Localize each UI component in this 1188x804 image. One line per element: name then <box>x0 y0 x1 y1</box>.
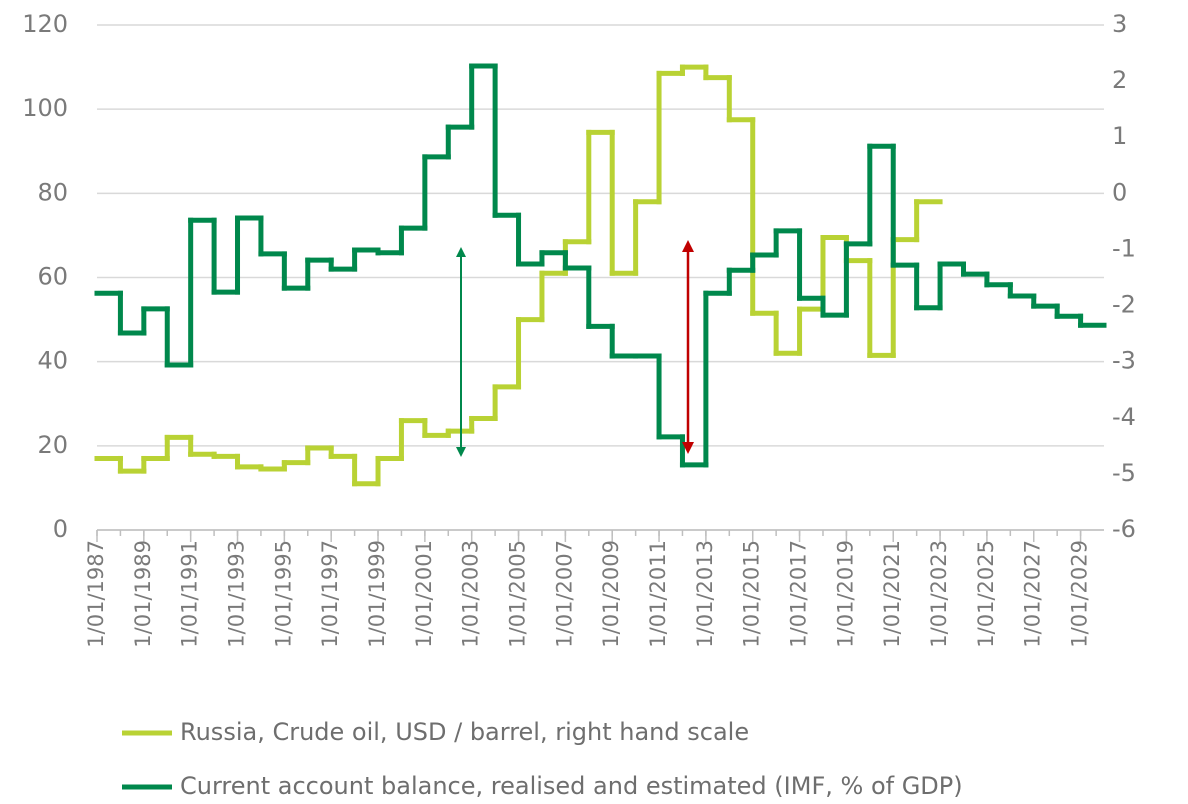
y-tick-label: 20 <box>37 431 68 459</box>
x-tick-label: 1/01/2015 <box>740 540 764 648</box>
y-tick-label: 120 <box>22 10 68 38</box>
y2-tick-label: 1 <box>1112 122 1127 150</box>
x-tick-label: 1/01/2027 <box>1021 540 1045 648</box>
x-tick-label: 1/01/2021 <box>880 540 904 648</box>
x-tick-label: 1/01/2025 <box>974 540 998 648</box>
plot <box>94 63 1107 487</box>
y2-tick-label: -4 <box>1112 403 1136 431</box>
x-tick-label: 1/01/2023 <box>927 540 951 648</box>
y-tick-label: 40 <box>37 347 68 375</box>
y2-tick-label: -2 <box>1112 291 1136 319</box>
y2-tick-label: -5 <box>1112 459 1136 487</box>
x-tick-label: 1/01/2007 <box>552 540 576 648</box>
y2-tick-label: -3 <box>1112 347 1136 375</box>
x-tick-label: 1/01/2003 <box>459 540 483 648</box>
x-tick-label: 1/01/2005 <box>506 540 530 648</box>
x-tick-label: 1/01/2009 <box>599 540 623 648</box>
x-tick-label: 1/01/1991 <box>178 540 202 648</box>
x-tick-label: 1/01/1995 <box>271 540 295 648</box>
x-tick-label: 1/01/2013 <box>693 540 717 648</box>
grid <box>96 24 1104 542</box>
x-tick-label: 1/01/1993 <box>225 540 249 648</box>
y2-tick-label: -6 <box>1112 515 1136 543</box>
x-tick-label: 1/01/1987 <box>84 540 108 648</box>
legend-label: Russia, Crude oil, USD / barrel, right h… <box>180 718 749 746</box>
y-tick-label: 0 <box>53 515 68 543</box>
y2-tick-label: 2 <box>1112 66 1127 94</box>
x-tick-label: 1/01/1999 <box>365 540 389 648</box>
y-tick-label: 100 <box>22 94 68 122</box>
x-tick-label: 1/01/2017 <box>787 540 811 648</box>
y-tick-label: 60 <box>37 263 68 291</box>
y2-tick-label: 3 <box>1112 10 1127 38</box>
x-tick-label: 1/01/2019 <box>833 540 857 648</box>
x-tick-label: 1/01/1989 <box>131 540 155 648</box>
y2-tick-label: -1 <box>1112 234 1136 262</box>
legend-label: Current account balance, realised and es… <box>180 772 963 800</box>
y-tick-label: 80 <box>37 178 68 206</box>
x-tick-label: 1/01/2029 <box>1068 540 1092 648</box>
x-tick-label: 1/01/2001 <box>412 540 436 648</box>
x-tick-label: 1/01/2011 <box>646 540 670 648</box>
x-tick-label: 1/01/1997 <box>318 540 342 648</box>
y2-tick-label: 0 <box>1112 178 1127 206</box>
